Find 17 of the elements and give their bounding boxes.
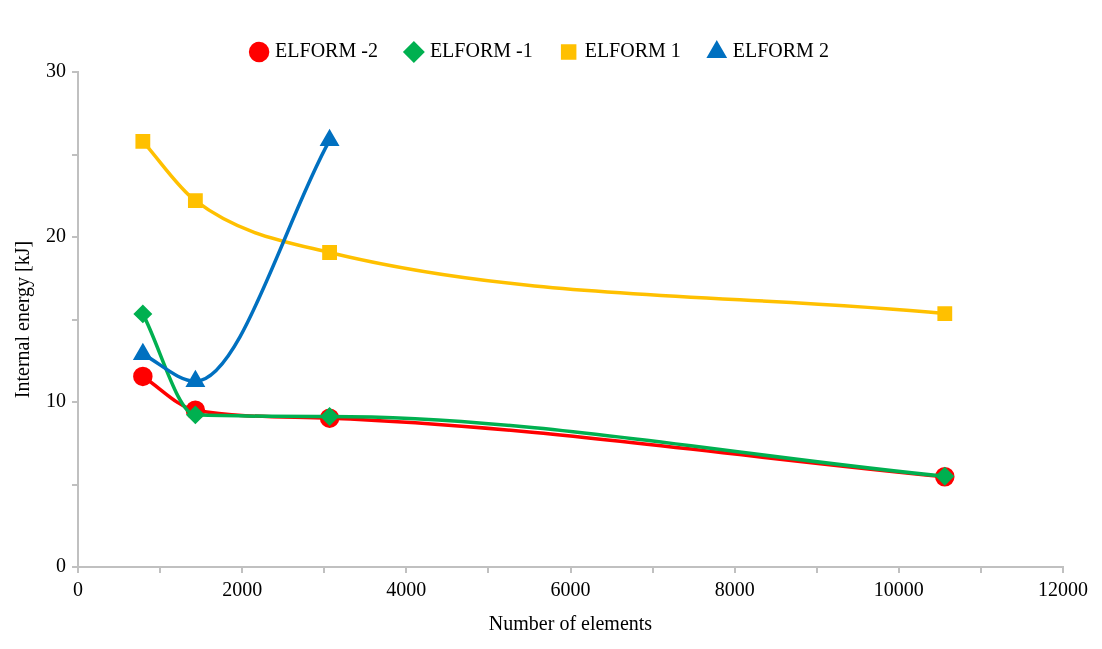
legend-label: ELFORM -1 (429, 39, 533, 62)
x-tick-label: 6000 (550, 578, 591, 601)
x-tick-label: 8000 (714, 578, 755, 601)
y-tick-label: 20 (46, 224, 66, 247)
y-tick-label: 10 (46, 389, 66, 412)
x-tick-label: 0 (73, 578, 83, 601)
x-axis-title: Number of elements (488, 612, 653, 635)
x-tick-label: 4000 (386, 578, 427, 601)
legend-label: ELFORM 1 (584, 39, 681, 62)
legend-label: ELFORM 2 (732, 39, 829, 62)
y-tick-label: 0 (56, 554, 66, 577)
x-tick-label: 12000 (1038, 578, 1088, 601)
legend-label: ELFORM -2 (275, 39, 378, 62)
x-tick-label: 2000 (222, 578, 263, 601)
y-tick-label: 30 (46, 59, 66, 82)
y-axis-title: Internal energy [kJ] (11, 240, 35, 399)
x-tick-label: 10000 (873, 578, 924, 601)
